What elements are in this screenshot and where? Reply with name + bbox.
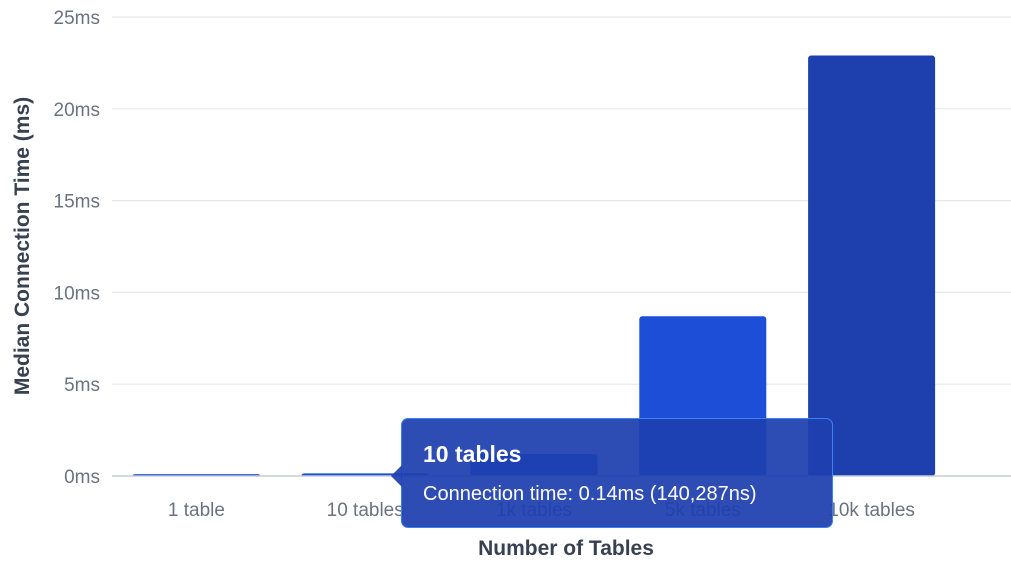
bar[interactable] <box>808 55 936 476</box>
y-tick-label: 15ms <box>54 192 100 213</box>
y-tick-label: 5ms <box>64 375 100 396</box>
x-tick-label: 10k tables <box>828 500 915 521</box>
y-axis-title: Median Connection Time (ms) <box>11 97 34 395</box>
tooltip-title: 10 tables <box>423 441 522 467</box>
y-tick-label: 25ms <box>54 8 100 29</box>
x-tick-label: 1 table <box>168 500 225 521</box>
x-axis-title: Number of Tables <box>478 537 654 560</box>
y-tick-label: 10ms <box>54 283 100 304</box>
y-axis-ticks: 0ms 5ms 10ms 15ms 20ms 25ms <box>54 8 100 488</box>
y-tick-label: 0ms <box>64 467 100 488</box>
x-tick-label: 10 tables <box>327 500 404 521</box>
y-tick-label: 20ms <box>54 100 100 121</box>
tooltip-body: Connection time: 0.14ms (140,287ns) <box>423 483 757 505</box>
bars <box>132 55 936 476</box>
tooltip: 10 tables Connection time: 0.14ms (140,2… <box>391 418 833 528</box>
